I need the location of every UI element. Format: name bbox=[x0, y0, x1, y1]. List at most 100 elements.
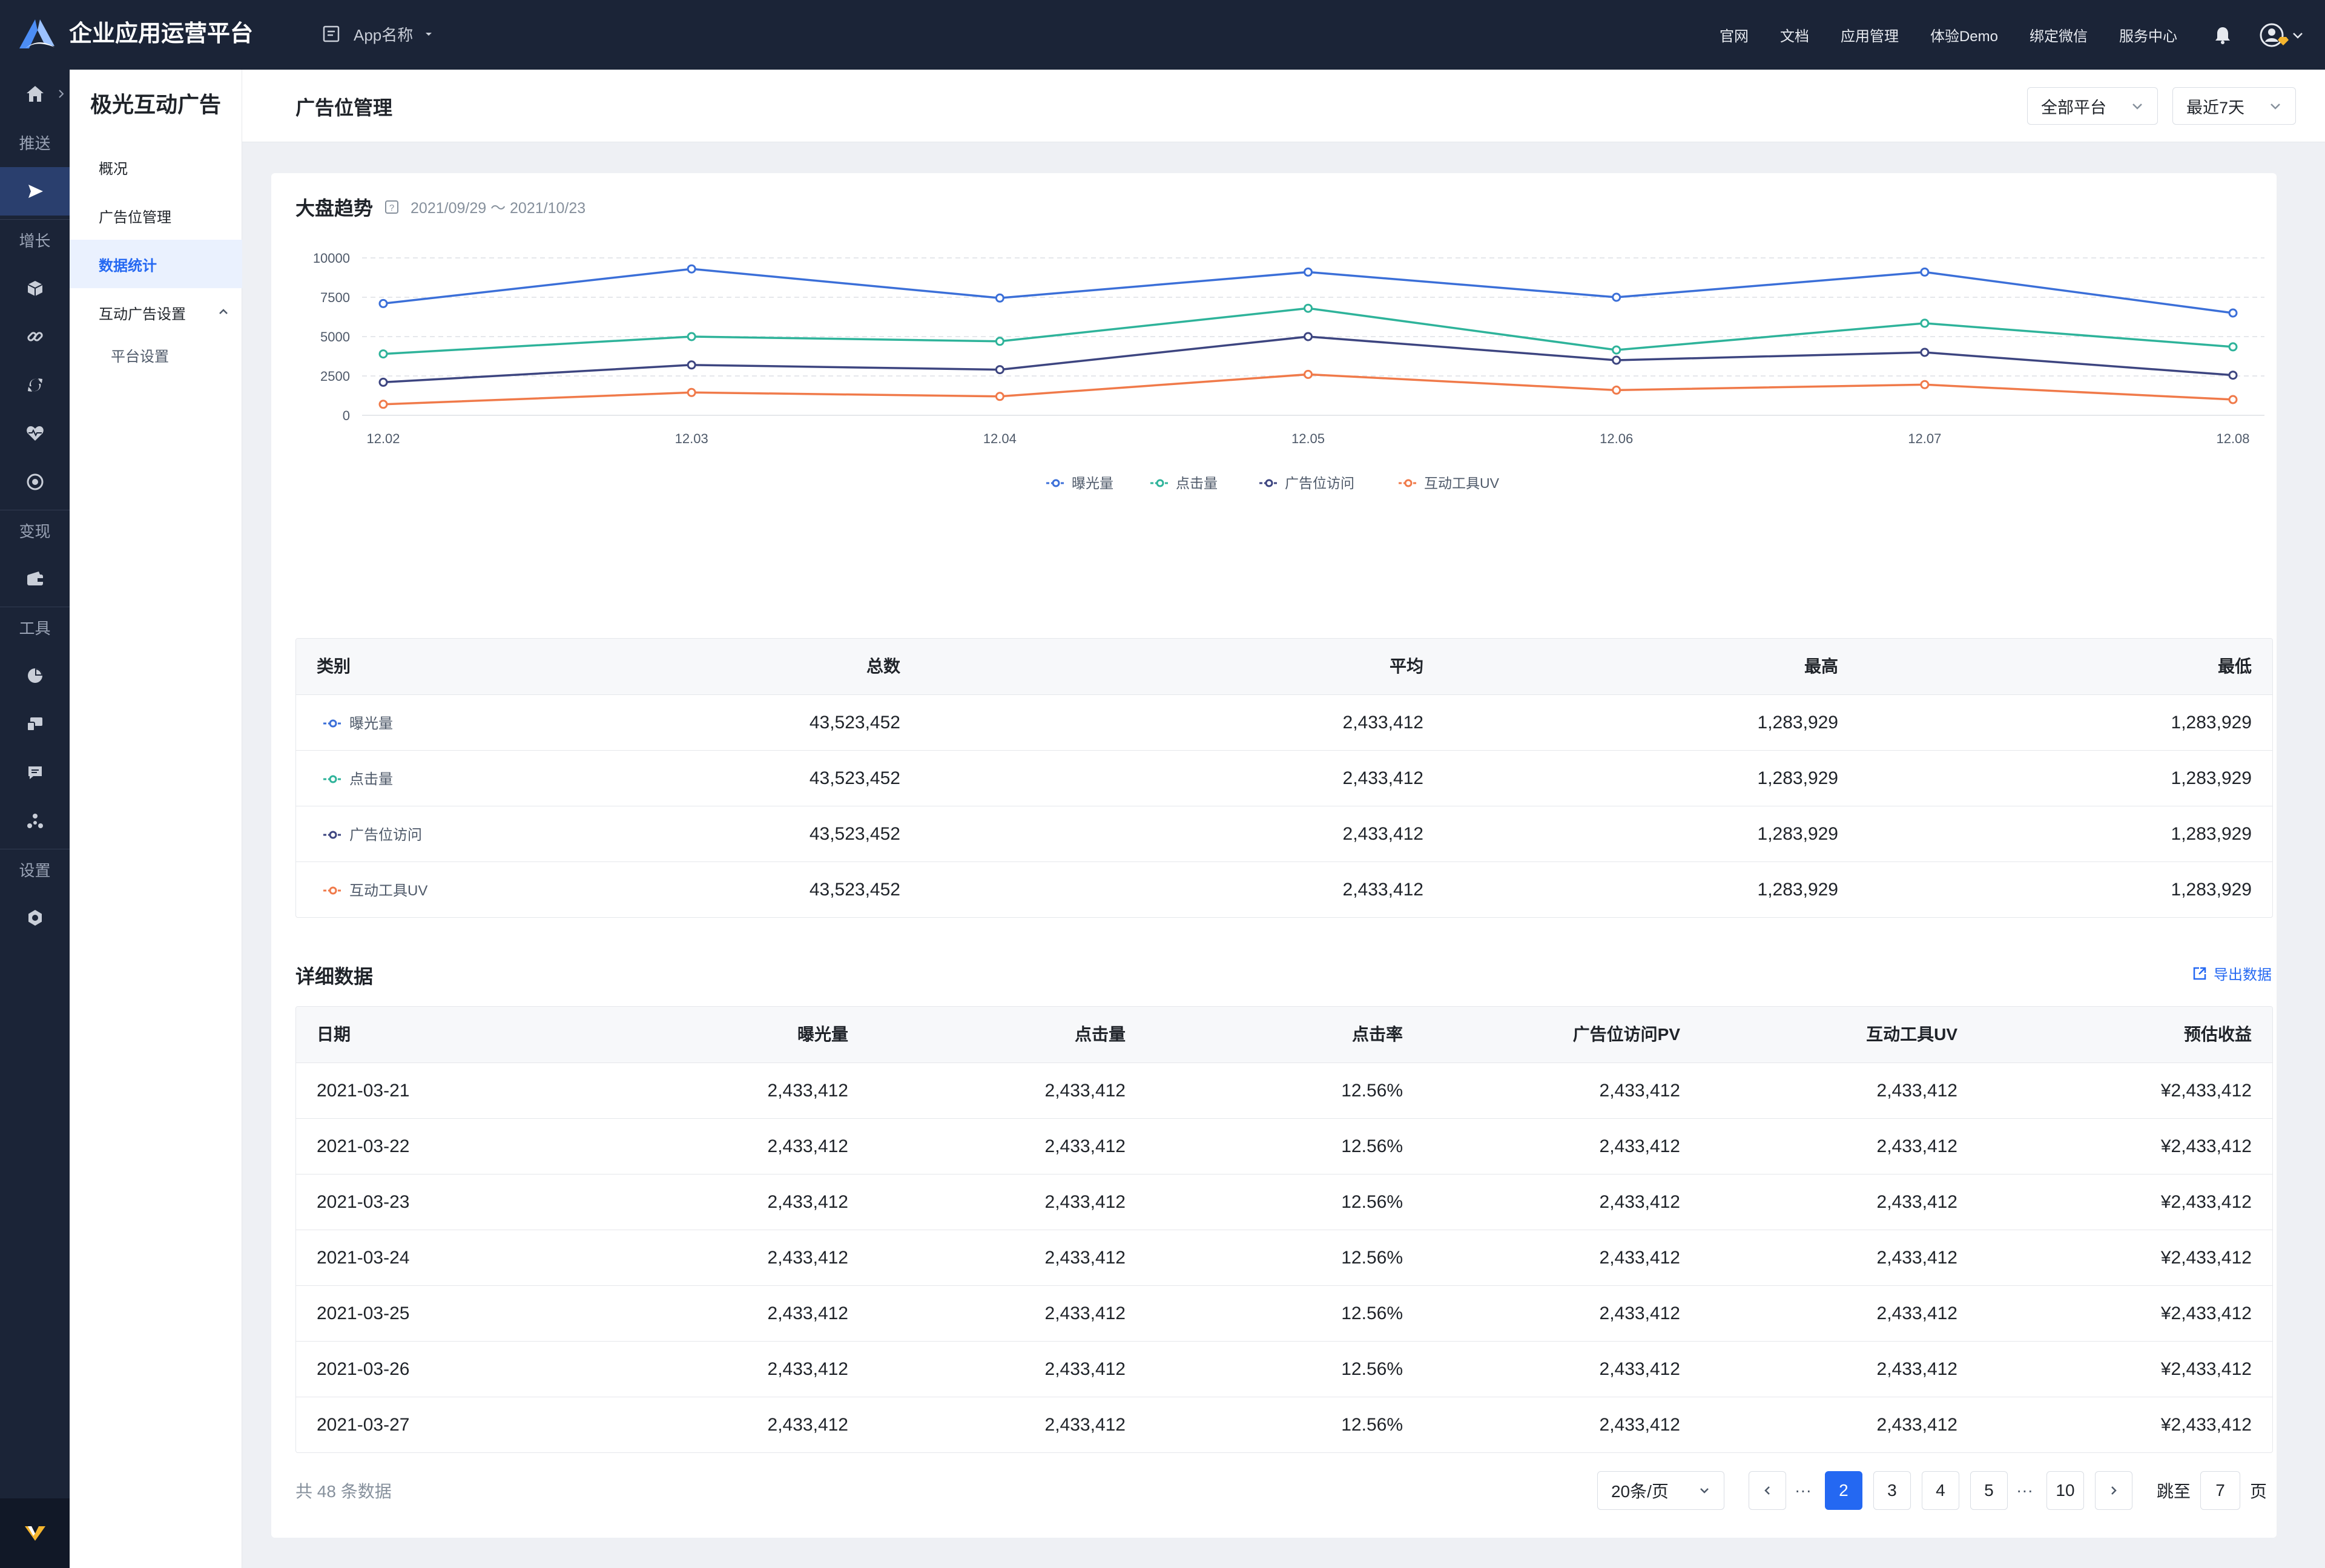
data-point[interactable] bbox=[378, 349, 388, 359]
prev-page-button[interactable] bbox=[1748, 1471, 1786, 1510]
data-point[interactable] bbox=[378, 298, 388, 308]
detail-uv-cell: 2,433,412 bbox=[1876, 1081, 1957, 1101]
cube-icon bbox=[27, 281, 42, 296]
data-point[interactable] bbox=[1304, 303, 1313, 313]
data-point[interactable] bbox=[995, 392, 1004, 401]
data-point[interactable] bbox=[2228, 371, 2238, 380]
top-nav-demo[interactable]: 体验Demo bbox=[1930, 28, 1998, 45]
legend-item[interactable]: 点击量 bbox=[1150, 475, 1218, 491]
data-point[interactable] bbox=[687, 360, 696, 370]
page-button-10[interactable]: 10 bbox=[2046, 1471, 2084, 1510]
data-point[interactable] bbox=[378, 400, 388, 409]
detail-col-uv: 互动工具UV bbox=[1866, 1025, 1957, 1044]
detail-revenue-cell: ¥2,433,412 bbox=[2160, 1192, 2252, 1212]
data-point[interactable] bbox=[1920, 348, 1930, 357]
next-page-button[interactable] bbox=[2094, 1471, 2132, 1510]
legend-item[interactable]: 曝光量 bbox=[1046, 475, 1113, 491]
detail-uv-cell: 2,433,412 bbox=[1876, 1415, 1957, 1435]
page-button-2[interactable]: 2 bbox=[1824, 1471, 1862, 1510]
rail-push[interactable] bbox=[0, 167, 70, 216]
sub-nav-statistics[interactable]: 数据统计 bbox=[70, 240, 242, 288]
data-point[interactable] bbox=[1612, 385, 1621, 395]
data-point[interactable] bbox=[1304, 267, 1313, 277]
rail-collapse[interactable] bbox=[0, 1498, 70, 1568]
rail-target[interactable] bbox=[0, 458, 70, 506]
page-button-5[interactable]: 5 bbox=[1970, 1471, 2008, 1510]
data-point[interactable] bbox=[687, 387, 696, 397]
rail-pie[interactable] bbox=[0, 651, 70, 700]
rail-wallet[interactable] bbox=[0, 555, 70, 603]
data-point[interactable] bbox=[2228, 308, 2238, 318]
detail-impressions-cell: 2,433,412 bbox=[767, 1303, 848, 1323]
svg-text:?: ? bbox=[389, 203, 394, 213]
legend-marker bbox=[1156, 479, 1164, 487]
pagination-ellipsis[interactable]: ··· bbox=[2013, 1471, 2036, 1510]
rail-link[interactable] bbox=[0, 312, 70, 361]
y-tick-label: 0 bbox=[343, 408, 350, 423]
y-tick-label: 10000 bbox=[313, 251, 350, 266]
rail-label-settings: 设置 bbox=[19, 861, 51, 880]
data-point[interactable] bbox=[1920, 267, 1930, 277]
rail-chat[interactable] bbox=[0, 748, 70, 797]
rail-devices[interactable] bbox=[0, 700, 70, 748]
data-point[interactable] bbox=[995, 365, 1004, 375]
data-point[interactable] bbox=[1920, 318, 1930, 328]
page-size-select[interactable]: 20条/页 bbox=[1597, 1471, 1724, 1510]
legend-label: 广告位访问 bbox=[1285, 475, 1354, 491]
data-point[interactable] bbox=[1612, 355, 1621, 365]
rail-divider bbox=[0, 219, 70, 220]
legend-item[interactable]: 广告位访问 bbox=[1259, 475, 1354, 491]
user-menu[interactable] bbox=[2258, 21, 2304, 49]
legend-item[interactable]: 互动工具UV bbox=[1399, 475, 1500, 491]
data-point[interactable] bbox=[1920, 380, 1930, 389]
rail-settings[interactable] bbox=[0, 894, 70, 942]
data-point[interactable] bbox=[1612, 345, 1621, 355]
x-tick-label: 12.02 bbox=[366, 431, 400, 446]
data-point[interactable] bbox=[2228, 342, 2238, 352]
sub-nav-ad-management[interactable]: 广告位管理 bbox=[99, 209, 171, 226]
jump-page-input[interactable]: 7 bbox=[2200, 1471, 2240, 1510]
data-point[interactable] bbox=[687, 264, 696, 274]
data-point[interactable] bbox=[1612, 292, 1621, 302]
top-nav-service-center[interactable]: 服务中心 bbox=[2119, 28, 2177, 45]
rail-heart[interactable] bbox=[0, 409, 70, 458]
send-icon bbox=[28, 185, 43, 198]
data-point[interactable] bbox=[1304, 332, 1313, 341]
detail-date-cell: 2021-03-26 bbox=[317, 1359, 410, 1379]
table-row: 2021-03-21 2,433,412 2,433,412 12.56% 2,433,… bbox=[296, 1062, 2272, 1118]
sub-nav-platform-settings[interactable]: 平台设置 bbox=[111, 348, 169, 365]
data-point[interactable] bbox=[995, 293, 1004, 303]
date-range-select[interactable]: 最近7天 bbox=[2172, 87, 2296, 125]
sub-nav-overview[interactable]: 概况 bbox=[99, 160, 128, 177]
top-nav-docs[interactable]: 文档 bbox=[1779, 28, 1809, 45]
chevron-right-icon bbox=[59, 90, 64, 98]
top-nav-official-site[interactable]: 官网 bbox=[1719, 28, 1749, 45]
data-point[interactable] bbox=[378, 377, 388, 387]
x-tick-label: 12.03 bbox=[675, 431, 708, 446]
platform-select[interactable]: 全部平台 bbox=[2027, 87, 2158, 125]
page-button-4[interactable]: 4 bbox=[1921, 1471, 1959, 1510]
rail-home[interactable] bbox=[0, 70, 70, 118]
top-nav-app-management[interactable]: 应用管理 bbox=[1840, 28, 1899, 45]
data-point[interactable] bbox=[687, 332, 696, 341]
summary-min-cell: 1,283,929 bbox=[2171, 824, 2252, 844]
page-button-3[interactable]: 3 bbox=[1873, 1471, 1911, 1510]
data-point[interactable] bbox=[2228, 395, 2238, 404]
bell-icon[interactable] bbox=[2214, 25, 2232, 45]
data-point[interactable] bbox=[995, 337, 1004, 346]
detail-ctr-cell: 12.56% bbox=[1341, 1415, 1403, 1435]
export-data-button[interactable]: 导出数据 bbox=[2192, 963, 2272, 984]
rail-refresh[interactable] bbox=[0, 361, 70, 409]
series-0 bbox=[378, 264, 2238, 318]
app-select[interactable]: App名称 bbox=[322, 21, 447, 47]
detail-clicks-cell: 2,433,412 bbox=[1044, 1192, 1126, 1212]
top-nav-bind-wechat[interactable]: 绑定微信 bbox=[2030, 28, 2088, 45]
data-point[interactable] bbox=[1304, 369, 1313, 379]
help-icon[interactable]: ? bbox=[384, 199, 400, 215]
rail-cube[interactable] bbox=[0, 264, 70, 312]
pagination-ellipsis[interactable]: ··· bbox=[1792, 1471, 1814, 1510]
detail-revenue-cell: ¥2,433,412 bbox=[2160, 1303, 2252, 1323]
rail-nodes[interactable] bbox=[0, 797, 70, 845]
sub-nav-interactive-settings[interactable]: 互动广告设置 bbox=[70, 288, 242, 337]
trend-title: 大盘趋势 bbox=[295, 197, 374, 219]
